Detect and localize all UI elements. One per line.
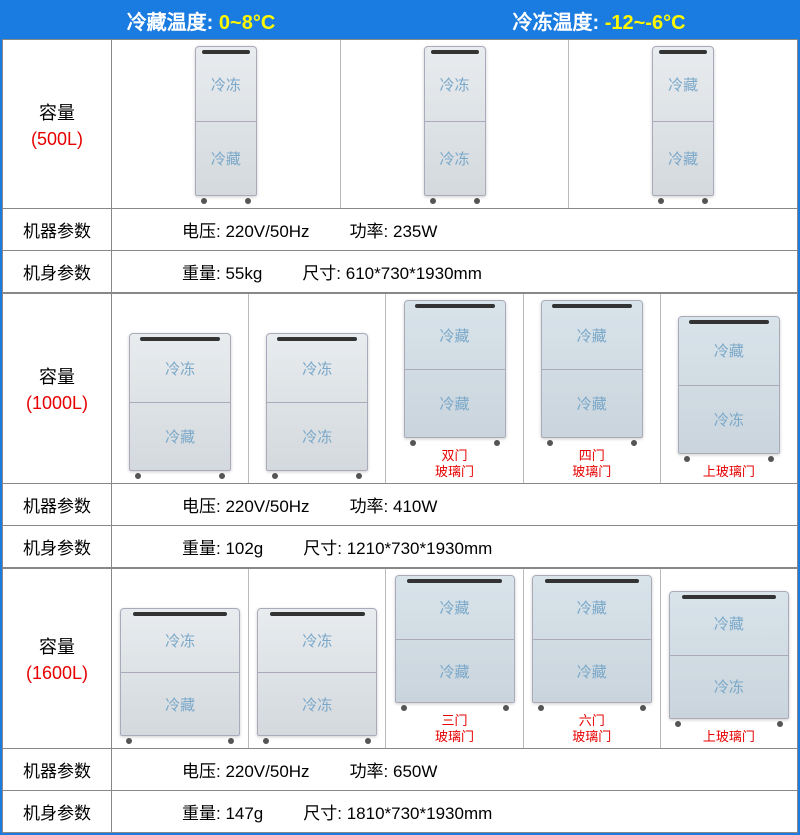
- fridge-zone-label: 冷冻: [258, 609, 376, 672]
- fridge-caption: 三门玻璃门: [435, 713, 474, 744]
- body-param-value: 重量: 102g尺寸: 1210*730*1930mm: [112, 526, 798, 568]
- fridge-zone-label: 冷藏: [679, 317, 779, 385]
- fridge-zone-label: 冷藏: [542, 301, 642, 369]
- fridge-zone-label: 冷藏: [533, 639, 651, 702]
- fridge-cell: 冷冻冷冻: [249, 294, 386, 483]
- fridge-caption: 四门玻璃门: [572, 448, 611, 479]
- fridge-zone-label: 冷冻: [425, 121, 485, 195]
- machine-param-label: 机器参数: [2, 209, 112, 251]
- fridge-zone-label: 冷冻: [121, 609, 239, 672]
- capacity-label: 容量: [39, 99, 75, 125]
- fridge-icon: 冷冻冷冻: [424, 46, 486, 196]
- fridge-zone-label: 冷藏: [653, 121, 713, 195]
- machine-param-value: 电压: 220V/50Hz功率: 650W: [112, 749, 798, 791]
- fridge-zone-label: 冷冻: [670, 655, 788, 718]
- machine-param-label: 机器参数: [2, 749, 112, 791]
- fridge-zone-label: 冷藏: [653, 47, 713, 121]
- fridge-icon: 冷冻冷冻: [257, 608, 377, 736]
- fridge-icon: 冷藏冷冻: [678, 316, 780, 454]
- body-param-value: 重量: 147g尺寸: 1810*730*1930mm: [112, 791, 798, 833]
- machine-param-value: 电压: 220V/50Hz功率: 410W: [112, 484, 798, 526]
- fridge-row: 冷冻冷藏冷冻冷冻冷藏冷藏三门玻璃门冷藏冷藏六门玻璃门冷藏冷冻上玻璃门: [112, 568, 798, 749]
- fridge-zone-label: 冷冻: [130, 334, 230, 402]
- fridge-cell: 冷冻冷藏: [112, 40, 341, 208]
- fridge-zone-label: 冷冻: [196, 47, 256, 121]
- fridge-row: 冷冻冷藏冷冻冷冻冷藏冷藏: [112, 39, 798, 209]
- capacity-cell: 容量 (1600L): [2, 568, 112, 749]
- capacity-label: 容量: [39, 363, 75, 389]
- fridge-zone-label: 冷藏: [196, 121, 256, 195]
- fridge-caption: 上玻璃门: [703, 464, 755, 480]
- fridge-zone-label: 冷藏: [396, 639, 514, 702]
- machine-param-label: 机器参数: [2, 484, 112, 526]
- fridge-cell: 冷藏冷冻上玻璃门: [661, 569, 797, 748]
- fridge-cell: 冷藏冷藏双门玻璃门: [386, 294, 523, 483]
- temperature-header: 冷藏温度: 0~8°C 冷冻温度: -12~-6°C: [2, 2, 798, 39]
- fridge-zone-label: 冷藏: [396, 576, 514, 639]
- fridge-caption: 双门玻璃门: [435, 448, 474, 479]
- capacity-cell: 容量 (500L): [2, 39, 112, 209]
- fridge-zone-label: 冷冻: [679, 385, 779, 453]
- freeze-temp: 冷冻温度: -12~-6°C: [400, 6, 798, 35]
- fridge-cell: 冷冻冷冻: [249, 569, 386, 748]
- fridge-zone-label: 冷冻: [258, 672, 376, 735]
- fridge-icon: 冷冻冷藏: [129, 333, 231, 471]
- fridge-zone-label: 冷藏: [542, 369, 642, 437]
- spec-table: 冷藏温度: 0~8°C 冷冻温度: -12~-6°C 容量(500L)冷冻冷藏冷…: [0, 0, 800, 835]
- machine-param-value: 电压: 220V/50Hz功率: 235W: [112, 209, 798, 251]
- fridge-cell: 冷藏冷藏三门玻璃门: [386, 569, 523, 748]
- capacity-value: (500L): [31, 129, 83, 150]
- fridge-icon: 冷藏冷藏: [395, 575, 515, 703]
- fridge-cell: 冷冻冷冻: [341, 40, 570, 208]
- capacity-value: (1000L): [26, 393, 88, 414]
- fridge-caption: 六门玻璃门: [572, 713, 611, 744]
- fridge-zone-label: 冷藏: [405, 369, 505, 437]
- fridge-icon: 冷冻冷藏: [195, 46, 257, 196]
- fridge-zone-label: 冷藏: [405, 301, 505, 369]
- fridge-row: 冷冻冷藏冷冻冷冻冷藏冷藏双门玻璃门冷藏冷藏四门玻璃门冷藏冷冻上玻璃门: [112, 293, 798, 484]
- freeze-temp-label: 冷冻温度:: [512, 12, 599, 34]
- fridge-icon: 冷藏冷藏: [541, 300, 643, 438]
- body-param-label: 机身参数: [2, 791, 112, 833]
- capacity-label: 容量: [39, 633, 75, 659]
- fridge-zone-label: 冷冻: [425, 47, 485, 121]
- fridge-zone-label: 冷藏: [121, 672, 239, 735]
- fridge-cell: 冷藏冷藏六门玻璃门: [524, 569, 661, 748]
- fridge-cell: 冷藏冷藏: [569, 40, 797, 208]
- capacity-cell: 容量 (1000L): [2, 293, 112, 484]
- capacity-value: (1600L): [26, 663, 88, 684]
- fridge-temp-label: 冷藏温度:: [127, 12, 214, 34]
- fridge-zone-label: 冷冻: [267, 402, 367, 470]
- fridge-icon: 冷藏冷藏: [404, 300, 506, 438]
- body-param-value: 重量: 55kg尺寸: 610*730*1930mm: [112, 251, 798, 293]
- body-param-label: 机身参数: [2, 251, 112, 293]
- fridge-zone-label: 冷冻: [267, 334, 367, 402]
- fridge-temp: 冷藏温度: 0~8°C: [2, 6, 400, 35]
- fridge-icon: 冷冻冷藏: [120, 608, 240, 736]
- fridge-cell: 冷冻冷藏: [112, 569, 249, 748]
- fridge-icon: 冷冻冷冻: [266, 333, 368, 471]
- fridge-cell: 冷藏冷冻上玻璃门: [661, 294, 797, 483]
- body-param-label: 机身参数: [2, 526, 112, 568]
- fridge-caption: 上玻璃门: [703, 729, 755, 745]
- fridge-icon: 冷藏冷藏: [532, 575, 652, 703]
- freeze-temp-value: -12~-6°C: [605, 12, 686, 34]
- fridge-zone-label: 冷藏: [130, 402, 230, 470]
- fridge-cell: 冷藏冷藏四门玻璃门: [524, 294, 661, 483]
- fridge-temp-value: 0~8°C: [219, 12, 275, 34]
- fridge-icon: 冷藏冷藏: [652, 46, 714, 196]
- fridge-zone-label: 冷藏: [533, 576, 651, 639]
- fridge-cell: 冷冻冷藏: [112, 294, 249, 483]
- fridge-zone-label: 冷藏: [670, 592, 788, 655]
- fridge-icon: 冷藏冷冻: [669, 591, 789, 719]
